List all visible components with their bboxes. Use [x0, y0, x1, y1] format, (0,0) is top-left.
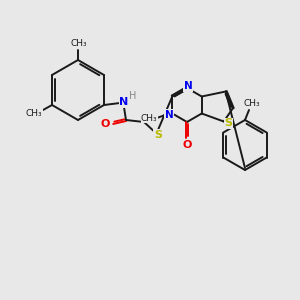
Text: O: O	[182, 140, 192, 150]
Text: S: S	[154, 130, 162, 140]
Text: O: O	[100, 119, 110, 129]
Text: CH₃: CH₃	[244, 98, 260, 107]
Text: CH₃: CH₃	[71, 38, 87, 47]
Text: S: S	[225, 118, 233, 128]
Text: N: N	[119, 97, 129, 107]
Text: N: N	[165, 110, 174, 119]
Text: CH₃: CH₃	[26, 110, 42, 118]
Text: CH₃: CH₃	[141, 114, 158, 123]
Text: N: N	[184, 81, 192, 91]
Text: H: H	[129, 91, 137, 101]
